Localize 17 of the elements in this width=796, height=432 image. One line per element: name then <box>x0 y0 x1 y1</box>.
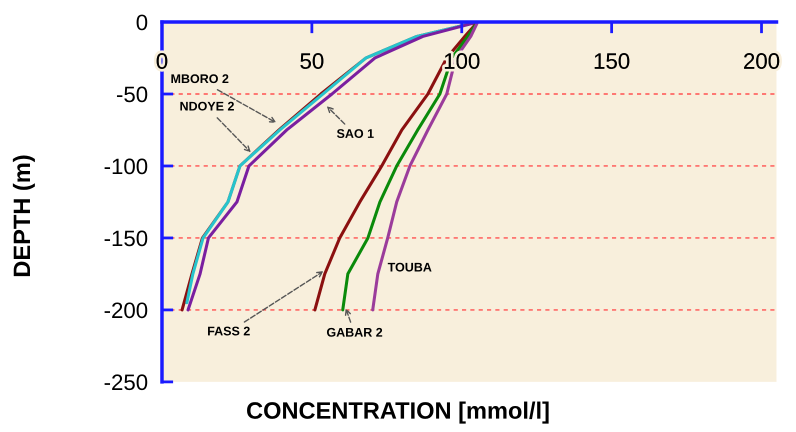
y-tick-label: -250 <box>104 374 148 390</box>
annotation: GABAR 2 <box>326 328 382 337</box>
x-tick-label: 50 <box>300 53 324 69</box>
y-tick-label: -200 <box>104 302 148 318</box>
x-tick-label: 150 <box>594 53 630 69</box>
y-tick-label: -150 <box>104 230 148 246</box>
annotation: FASS 2 <box>208 326 250 336</box>
x-axis-title: CONCENTRATION [mmol/l] <box>247 402 549 424</box>
annotation: NDOYE 2 <box>180 102 234 111</box>
y-tick-label: 0 <box>136 14 148 30</box>
y-axis-title: DEPTH (m) <box>12 156 35 276</box>
annotation: TOUBA <box>388 262 432 272</box>
annotation: MBORO 2 <box>171 74 228 84</box>
annotation: SAO 1 <box>336 129 374 138</box>
y-tick-label: -100 <box>104 158 148 174</box>
x-tick-label: 200 <box>744 53 780 69</box>
y-tick-label: -50 <box>116 86 148 102</box>
